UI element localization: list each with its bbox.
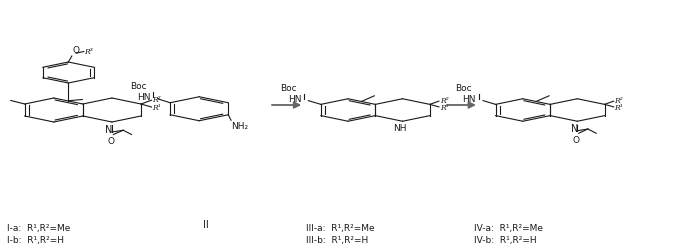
Text: HN: HN [463, 95, 476, 104]
Text: IV-a:  R¹,R²=Me: IV-a: R¹,R²=Me [474, 224, 543, 233]
Text: II: II [203, 220, 209, 230]
Text: R²: R² [152, 96, 161, 104]
Text: IV-b:  R¹,R²=H: IV-b: R¹,R²=H [474, 236, 537, 244]
Text: NH₂: NH₂ [231, 122, 248, 131]
Text: I-b:  R¹,R²=H: I-b: R¹,R²=H [7, 236, 64, 244]
Text: III-a:  R¹,R²=Me: III-a: R¹,R²=Me [306, 224, 375, 233]
Text: R¹: R¹ [440, 104, 448, 112]
Text: R¹: R¹ [614, 104, 623, 112]
Text: HN: HN [288, 95, 301, 104]
Text: I-a:  R¹,R²=Me: I-a: R¹,R²=Me [7, 224, 71, 233]
Text: R²: R² [614, 96, 623, 104]
Text: III-b:  R¹,R²=H: III-b: R¹,R²=H [306, 236, 368, 244]
Text: N: N [571, 124, 578, 134]
Text: O: O [107, 136, 114, 145]
Text: NH: NH [393, 124, 407, 133]
Text: R²: R² [440, 96, 448, 104]
Text: R³: R³ [85, 48, 93, 56]
Text: HN: HN [137, 93, 150, 102]
Text: O: O [572, 136, 579, 145]
Text: N: N [106, 125, 113, 135]
Text: Boc: Boc [280, 84, 297, 93]
Text: Boc: Boc [455, 84, 472, 93]
Text: R¹: R¹ [152, 104, 161, 112]
Text: O: O [73, 46, 80, 55]
Text: Boc: Boc [130, 82, 146, 91]
